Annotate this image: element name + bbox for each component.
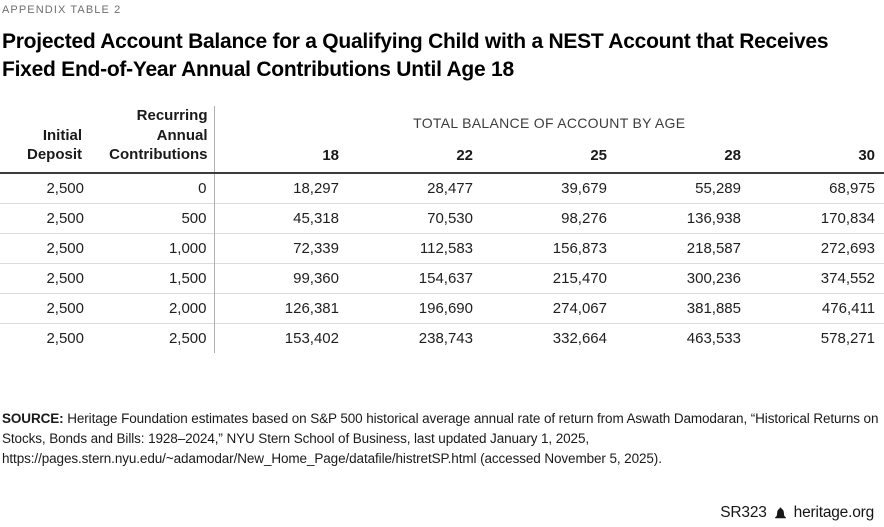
appendix-label: APPENDIX TABLE 2 — [2, 4, 122, 16]
table-cell: 156,873 — [552, 240, 607, 257]
heritage-bell-icon — [773, 506, 788, 521]
table-cell: 2,500 — [46, 240, 84, 257]
table-cell: 1,500 — [88, 263, 215, 294]
table-cell: 578,271 — [820, 330, 876, 347]
table-cell: 500 — [88, 203, 215, 234]
source-text: Heritage Foundation estimates based on S… — [2, 411, 879, 466]
table-cell: 170,834 — [820, 210, 876, 227]
col-header-recurring-contributions-label: Recurring Annual Contributions — [109, 107, 208, 163]
table-cell: 238,743 — [418, 330, 473, 347]
balance-table: Initial Deposit Recurring Annual Contrib… — [0, 106, 884, 353]
age-column-header-28: 28 — [724, 147, 741, 164]
table-cell: 55,289 — [695, 180, 741, 197]
col-header-recurring-contributions: Recurring Annual Contributions — [88, 106, 215, 173]
report-number: SR323 — [720, 504, 767, 521]
table-cell: 72,339 — [293, 240, 339, 257]
table-cell: 18,297 — [293, 180, 339, 197]
table-cell: 2,500 — [46, 300, 84, 317]
source-note: SOURCE: Heritage Foundation estimates ba… — [2, 409, 880, 469]
table-cell: 112,583 — [419, 240, 473, 257]
table-cell: 98,276 — [561, 210, 607, 227]
table-cell: 2,500 — [88, 323, 215, 353]
page-title: Projected Account Balance for a Qualifyi… — [2, 30, 829, 81]
table-cell: 154,637 — [418, 270, 473, 287]
table-cell: 374,552 — [820, 270, 876, 287]
source-label: SOURCE: — [2, 411, 64, 426]
age-column-header-18: 18 — [322, 147, 339, 164]
footer: SR323 heritage.org — [720, 504, 874, 522]
table-cell: 153,402 — [284, 330, 339, 347]
col-header-initial-deposit: Initial Deposit — [0, 106, 88, 173]
col-header-initial-deposit-label: Initial Deposit — [26, 126, 82, 163]
table-cell: 476,411 — [821, 300, 876, 317]
table-cell: 463,533 — [686, 330, 741, 347]
table-row: 2,500 1,500 99,360 154,637 215,470 300,2… — [0, 263, 884, 294]
table-cell: 332,664 — [552, 330, 607, 347]
table-row: 2,500 2,000 126,381 196,690 274,067 381,… — [0, 293, 884, 324]
table-cell: 39,679 — [561, 180, 607, 197]
table-body: 2,500 0 18,297 28,477 39,679 55,289 68,9… — [0, 173, 884, 353]
table-cell: 68,975 — [829, 180, 876, 197]
table-cell: 0 — [88, 173, 215, 204]
table-cell: 272,693 — [820, 240, 876, 257]
table-cell: 99,360 — [293, 270, 339, 287]
table-cell: 2,500 — [46, 330, 84, 347]
table-cell: 28,477 — [427, 180, 473, 197]
table-cell: 2,000 — [88, 293, 215, 324]
table-cell: 2,500 — [46, 270, 84, 287]
table-cell: 196,690 — [418, 300, 473, 317]
table-row: 2,500 2,500 153,402 238,743 332,664 463,… — [0, 323, 884, 353]
age-column-header-22: 22 — [456, 147, 473, 164]
table-row: 2,500 1,000 72,339 112,583 156,873 218,5… — [0, 233, 884, 264]
table-cell: 1,000 — [88, 233, 215, 264]
table-cell: 218,587 — [686, 240, 741, 257]
table-cell: 2,500 — [46, 180, 84, 197]
table-cell: 70,530 — [427, 210, 473, 227]
table-cell: 381,885 — [686, 300, 741, 317]
site-name: heritage.org — [793, 504, 875, 521]
table-cell: 274,067 — [552, 300, 607, 317]
table-row: 2,500 500 45,318 70,530 98,276 136,938 1… — [0, 203, 884, 234]
table-header: Initial Deposit Recurring Annual Contrib… — [0, 106, 884, 173]
age-column-header-30: 30 — [858, 147, 876, 164]
table-cell: 45,318 — [293, 210, 339, 227]
table-cell: 136,938 — [686, 210, 741, 227]
table-row: 2,500 0 18,297 28,477 39,679 55,289 68,9… — [0, 173, 884, 204]
table-cell: 300,236 — [686, 270, 741, 287]
table-group-header: TOTAL BALANCE OF ACCOUNT BY AGE — [413, 115, 686, 132]
table-cell: 215,470 — [552, 270, 607, 287]
age-column-header-25: 25 — [590, 147, 607, 164]
table-cell: 2,500 — [46, 210, 84, 227]
table-cell: 126,381 — [284, 300, 339, 317]
